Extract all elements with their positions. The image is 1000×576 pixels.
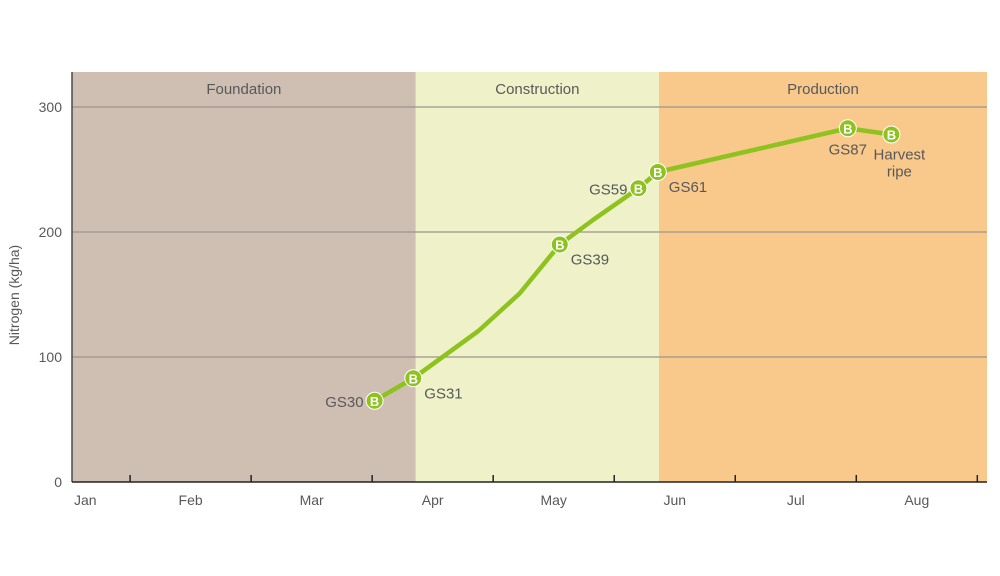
gridlines xyxy=(72,106,987,358)
x-tick-label-mar: Mar xyxy=(300,492,324,508)
x-tick-label-jul: Jul xyxy=(787,492,805,508)
phase-band-foundation xyxy=(72,72,416,482)
phase-label: Production xyxy=(787,81,859,98)
stage-label: GS30 xyxy=(325,394,363,411)
stage-label: GS59 xyxy=(589,181,627,198)
x-tick-label-may: May xyxy=(540,492,566,508)
phase-label: Construction xyxy=(495,81,579,98)
growth-stage-marker xyxy=(629,179,648,198)
x-tick-label-jun: Jun xyxy=(663,492,686,508)
y-axis-label: Nitrogen (kg/ha) xyxy=(6,245,22,345)
b-icon: B xyxy=(370,394,379,409)
b-icon: B xyxy=(634,181,643,196)
y-tick-label: 100 xyxy=(39,349,63,365)
growth-stage-marker xyxy=(648,163,667,181)
x-tick-label-aug: Aug xyxy=(904,492,929,508)
axes: 0 100 200 300 Jan Feb Mar Apr May Jun Jul Aug xyxy=(39,72,987,508)
nitrogen-line xyxy=(372,126,894,403)
stage-label: Harvest xyxy=(874,147,927,164)
y-tick-label: 300 xyxy=(39,99,63,115)
y-tick-label: 200 xyxy=(39,224,63,240)
b-icon: B xyxy=(653,165,662,180)
phase-band-production xyxy=(659,72,987,482)
stage-label: GS31 xyxy=(424,385,462,402)
b-icon: B xyxy=(555,238,564,253)
stage-label: GS39 xyxy=(571,252,609,269)
series xyxy=(372,126,894,403)
growth-stage-marker xyxy=(550,235,569,254)
b-icon: B xyxy=(843,121,852,136)
b-icon: B xyxy=(887,128,896,143)
growth-stage-marker xyxy=(365,391,384,410)
phase-bands: Foundation Construction Production xyxy=(72,72,987,482)
growth-stage-marker xyxy=(882,125,901,144)
growth-stage-marker xyxy=(838,119,857,138)
growth-stage-marker xyxy=(404,369,423,388)
y-tick-label: 0 xyxy=(54,474,62,490)
stage-label: GS61 xyxy=(669,179,707,196)
b-icon: B xyxy=(409,371,418,386)
stage-label-line2: ripe xyxy=(887,164,912,181)
x-tick-label-feb: Feb xyxy=(179,492,203,508)
phase-label: Foundation xyxy=(206,81,281,98)
stage-label: GS87 xyxy=(829,141,867,158)
markers: B GS30 B GS31 B GS39 B GS59 B GS61 B GS87 B Harvestri… xyxy=(325,119,927,411)
phase-band-construction xyxy=(415,72,660,482)
x-tick-label-apr: Apr xyxy=(422,492,444,508)
x-tick-label-jan: Jan xyxy=(74,492,97,508)
